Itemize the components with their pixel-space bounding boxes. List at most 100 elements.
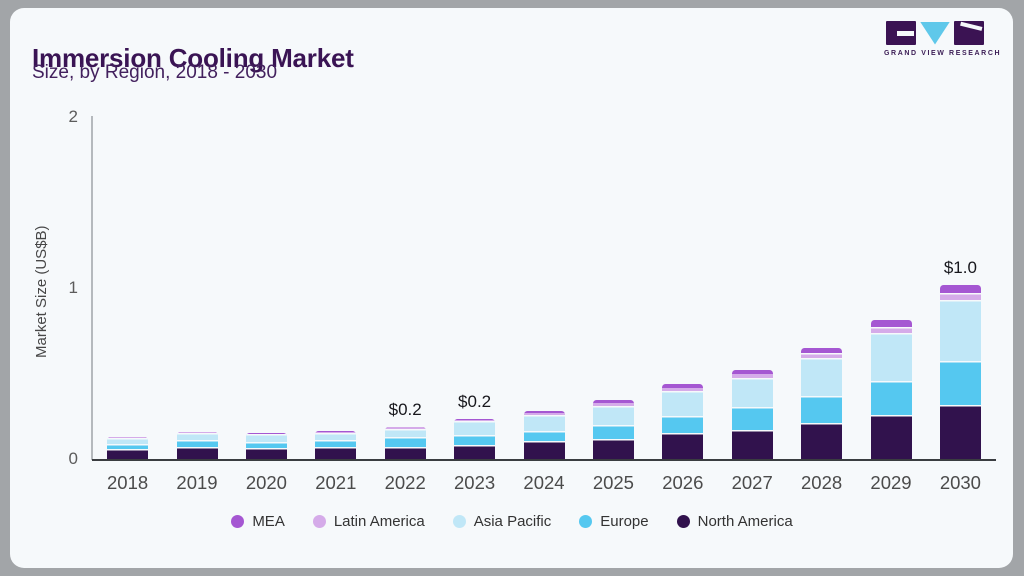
- bar-segment-europe[interactable]: [245, 441, 287, 448]
- bar-segment-latin-america[interactable]: [801, 353, 843, 359]
- bar-2019[interactable]: [176, 431, 218, 460]
- bar-segment-asia-pacific[interactable]: [384, 428, 426, 438]
- bar-2023[interactable]: [454, 418, 496, 460]
- legend-item-latin-america[interactable]: Latin America: [312, 513, 425, 530]
- bar-2029[interactable]: [870, 320, 912, 460]
- chart-title: Immersion Cooling Market: [32, 43, 354, 74]
- legend-swatch-mea: [231, 515, 245, 528]
- bar-segment-asia-pacific[interactable]: [176, 432, 218, 441]
- bar-2020[interactable]: [245, 433, 287, 460]
- bar-segment-latin-america[interactable]: [315, 431, 357, 433]
- gvr-logo: GRAND VIEW RESEARCH: [884, 21, 1000, 57]
- bar-segment-latin-america[interactable]: [731, 374, 773, 379]
- bar-2021[interactable]: [315, 431, 357, 460]
- x-tick-2019: 2019: [176, 472, 218, 493]
- bar-segment-latin-america[interactable]: [245, 433, 287, 435]
- bar-segment-north-america[interactable]: [662, 433, 704, 460]
- bar-2028[interactable]: [801, 348, 843, 460]
- chart-legend: MEA Latin America Asia Pacific Europe North …: [0, 513, 1024, 530]
- y-tick-2: 2: [68, 107, 78, 126]
- bar-segment-europe[interactable]: [454, 435, 496, 445]
- bar-segment-asia-pacific[interactable]: [662, 391, 704, 416]
- legend-item-mea[interactable]: MEA: [231, 513, 285, 530]
- legend-item-north-america[interactable]: North America: [676, 513, 793, 530]
- bar-segment-latin-america[interactable]: [592, 403, 634, 406]
- bar-segment-north-america[interactable]: [176, 447, 218, 460]
- bar-segment-europe[interactable]: [523, 430, 565, 442]
- bar-segment-europe[interactable]: [870, 380, 912, 415]
- x-tick-2020: 2020: [245, 472, 287, 493]
- x-axis-line: [92, 459, 996, 461]
- bar-segment-europe[interactable]: [592, 424, 634, 440]
- bar-2027[interactable]: [731, 370, 773, 460]
- bar-segment-mea[interactable]: [315, 431, 357, 432]
- x-tick-2022: 2022: [384, 472, 426, 493]
- x-tick-2028: 2028: [801, 472, 843, 493]
- bar-segment-asia-pacific[interactable]: [592, 405, 634, 425]
- bar-segment-mea[interactable]: [731, 370, 773, 375]
- bar-segment-north-america[interactable]: [384, 446, 426, 460]
- bar-segment-north-america[interactable]: [245, 447, 287, 460]
- bar-segment-europe[interactable]: [939, 360, 981, 405]
- bar-2024[interactable]: [523, 411, 565, 460]
- y-tick-0: 0: [68, 449, 78, 468]
- bar-segment-mea[interactable]: [870, 320, 912, 328]
- bar-segment-north-america[interactable]: [454, 444, 496, 460]
- bar-segment-mea[interactable]: [801, 348, 843, 354]
- bar-segment-north-america[interactable]: [801, 423, 843, 460]
- bar-segment-mea[interactable]: [662, 384, 704, 389]
- bar-2018[interactable]: [107, 437, 149, 460]
- bar-segment-north-america[interactable]: [731, 429, 773, 460]
- bar-segment-north-america[interactable]: [870, 415, 912, 460]
- legend-item-europe[interactable]: Europe: [579, 513, 649, 530]
- logo-r-block: [954, 21, 984, 45]
- legend-item-asia-pacific[interactable]: Asia Pacific: [452, 513, 551, 530]
- bar-segment-europe[interactable]: [384, 437, 426, 447]
- bar-segment-europe[interactable]: [662, 415, 704, 434]
- x-tick-2027: 2027: [731, 472, 773, 493]
- bar-segment-europe[interactable]: [801, 395, 843, 424]
- bar-value-label-2030: $1.0: [943, 258, 977, 278]
- bar-segment-mea[interactable]: [939, 285, 981, 294]
- bar-segment-asia-pacific[interactable]: [454, 421, 496, 436]
- bar-segment-mea[interactable]: [454, 418, 496, 420]
- bar-segment-latin-america[interactable]: [662, 388, 704, 392]
- legend-swatch-asia-pacific: [452, 515, 466, 528]
- bar-segment-asia-pacific[interactable]: [245, 434, 287, 442]
- bar-segment-mea[interactable]: [592, 399, 634, 404]
- bar-segment-north-america[interactable]: [939, 404, 981, 460]
- bar-segment-north-america[interactable]: [592, 439, 634, 460]
- bar-segment-mea[interactable]: [523, 411, 565, 414]
- bar-segment-asia-pacific[interactable]: [939, 299, 981, 361]
- bar-segment-latin-america[interactable]: [523, 413, 565, 416]
- logo-v-triangle-icon: [920, 21, 950, 45]
- bar-segment-europe[interactable]: [176, 440, 218, 448]
- bar-segment-europe[interactable]: [315, 440, 357, 448]
- bar-segment-asia-pacific[interactable]: [731, 378, 773, 408]
- bar-segment-europe[interactable]: [731, 407, 773, 430]
- bar-segment-north-america[interactable]: [315, 447, 357, 460]
- bar-segment-asia-pacific[interactable]: [523, 415, 565, 431]
- bar-value-label-2023: $0.2: [458, 391, 492, 411]
- bar-segment-latin-america[interactable]: [176, 431, 218, 433]
- bar-2030[interactable]: [939, 285, 981, 460]
- bar-segment-north-america[interactable]: [107, 448, 149, 460]
- bar-segment-latin-america[interactable]: [939, 293, 981, 300]
- y-axis-line: [91, 116, 93, 460]
- legend-label-north-america: North America: [697, 513, 793, 530]
- bar-segment-asia-pacific[interactable]: [801, 358, 843, 396]
- bar-segment-asia-pacific[interactable]: [107, 437, 149, 444]
- bar-segment-asia-pacific[interactable]: [315, 432, 357, 441]
- gvr-logo-icon: [884, 21, 986, 46]
- bar-segment-europe[interactable]: [107, 443, 149, 449]
- bar-segment-north-america[interactable]: [523, 441, 565, 460]
- bar-segment-asia-pacific[interactable]: [870, 332, 912, 381]
- bar-segment-mea[interactable]: [384, 426, 426, 428]
- bar-segment-latin-america[interactable]: [870, 327, 912, 333]
- bar-2025[interactable]: [592, 399, 634, 460]
- bar-segment-latin-america[interactable]: [454, 419, 496, 421]
- bar-segment-latin-america[interactable]: [384, 427, 426, 429]
- bar-2022[interactable]: [384, 426, 426, 460]
- bar-2026[interactable]: [662, 384, 704, 460]
